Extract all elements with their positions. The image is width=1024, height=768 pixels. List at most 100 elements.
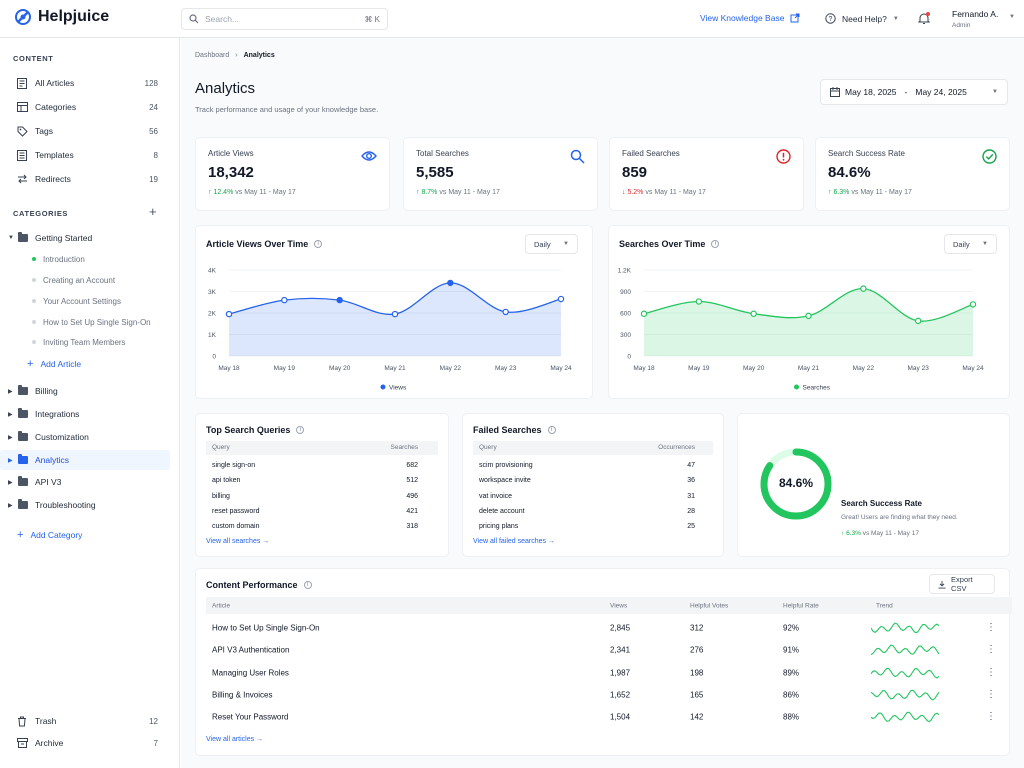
- table-row[interactable]: custom domain 318: [206, 521, 438, 535]
- bell-icon: [917, 12, 931, 24]
- data-point[interactable]: [336, 296, 343, 304]
- add-article-link[interactable]: + Add Article: [27, 358, 81, 370]
- col-count: Searches: [390, 444, 418, 451]
- info-icon[interactable]: i: [303, 581, 312, 589]
- table-row[interactable]: API V3 Authentication 2,341 276 91% ⋮: [206, 639, 1012, 661]
- sidebar-item-tags[interactable]: Tags 56: [0, 121, 170, 141]
- article-cell[interactable]: Billing & Invoices: [212, 690, 273, 700]
- data-point[interactable]: [281, 296, 288, 304]
- info-icon[interactable]: i: [296, 426, 305, 434]
- category-analytics[interactable]: ▶ Analytics: [0, 450, 170, 470]
- data-point[interactable]: [805, 312, 812, 320]
- user-menu[interactable]: Fernando A. Admin: [952, 9, 998, 29]
- data-point[interactable]: [860, 285, 867, 292]
- sidebar-item-redirects[interactable]: Redirects 19: [0, 169, 170, 189]
- sidebar-item-categories[interactable]: Categories 24: [0, 97, 170, 117]
- data-point[interactable]: [695, 298, 703, 305]
- search-input[interactable]: Search... ⌘ K: [181, 8, 388, 30]
- kpi-period: vs May 11 - May 17: [235, 189, 296, 196]
- table-row[interactable]: vat invoice 31: [473, 491, 713, 505]
- more-options-icon[interactable]: ⋮: [986, 622, 996, 633]
- category-getting-started[interactable]: ▼ Getting Started: [0, 229, 170, 247]
- sub-item-creating-account[interactable]: Creating an Account: [0, 271, 170, 289]
- info-icon[interactable]: i: [547, 426, 556, 434]
- category-troubleshooting[interactable]: ▶ Troubleshooting: [0, 496, 170, 514]
- table-row[interactable]: delete account 28: [473, 506, 713, 520]
- notifications-button[interactable]: [917, 12, 931, 30]
- sub-item-account-settings[interactable]: Your Account Settings: [0, 292, 170, 310]
- table-row[interactable]: single sign-on 682: [206, 460, 438, 474]
- info-icon[interactable]: i: [711, 240, 720, 248]
- category-api-v3[interactable]: ▶ API V3: [0, 473, 170, 491]
- article-cell[interactable]: Reset Your Password: [212, 712, 289, 722]
- sub-item-introduction[interactable]: Introduction: [0, 250, 170, 268]
- view-all-articles-link[interactable]: View all articles →: [206, 736, 263, 743]
- more-options-icon[interactable]: ⋮: [986, 711, 996, 723]
- article-cell[interactable]: Managing User Roles: [212, 668, 289, 678]
- data-point[interactable]: [225, 310, 233, 318]
- more-options-icon[interactable]: ⋮: [986, 688, 996, 700]
- sidebar-item-archive[interactable]: Archive 7: [0, 733, 170, 753]
- table-row[interactable]: How to Set Up Single Sign-On 2,845 312 92% ⋮: [206, 617, 1012, 639]
- searches-chart: 0 300 600 900 1.2K May 18 May 19 May 20 May 21 Ma…: [618, 268, 984, 392]
- count-cell: 512: [406, 477, 418, 485]
- data-point[interactable]: [640, 310, 648, 317]
- table-row[interactable]: reset password 421: [206, 506, 438, 520]
- add-category-plus-icon[interactable]: +: [149, 204, 157, 219]
- view-all-searches-link[interactable]: View all searches →: [206, 538, 269, 545]
- article-cell[interactable]: API V3 Authentication: [212, 645, 290, 655]
- date-range-picker[interactable]: May 18, 2025 - May 24, 2025 ▼: [820, 79, 1008, 105]
- table-row[interactable]: pricing plans 25: [473, 521, 713, 535]
- x-tick-label: May 23: [908, 365, 930, 372]
- category-customization[interactable]: ▶ Customization: [0, 428, 170, 446]
- add-category-link[interactable]: + Add Category: [17, 529, 82, 541]
- sidebar-item-trash[interactable]: Trash 12: [0, 711, 170, 731]
- table-row[interactable]: scim provisioning 47: [473, 460, 713, 474]
- sidebar-item-all-articles[interactable]: All Articles 128: [0, 73, 170, 93]
- user-menu-chevron-icon[interactable]: ▼: [1009, 14, 1015, 20]
- query-cell: delete account: [479, 507, 525, 515]
- data-point[interactable]: [447, 279, 454, 287]
- kpi-change-value: 5.2%: [627, 189, 644, 196]
- data-point[interactable]: [969, 301, 977, 308]
- col-query: Query: [479, 444, 497, 451]
- article-cell[interactable]: How to Set Up Single Sign-On: [212, 623, 320, 633]
- category-billing[interactable]: ▶ Billing: [0, 382, 170, 400]
- view-all-failed-searches-link[interactable]: View all failed searches →: [473, 538, 555, 545]
- searches-period-dropdown[interactable]: Daily ▼: [944, 234, 997, 254]
- search-success-rate-card: 84.6% Search Success Rate Great! Users a…: [737, 413, 1010, 557]
- table-row[interactable]: workspace invite 36: [473, 475, 713, 489]
- category-integrations[interactable]: ▶ Integrations: [0, 405, 170, 423]
- y-tick-label: 600: [620, 311, 631, 318]
- data-point[interactable]: [502, 308, 509, 316]
- data-point[interactable]: [557, 295, 565, 303]
- kpi-value: 5,585: [416, 164, 454, 181]
- table-row[interactable]: Managing User Roles 1,987 198 89% ⋮: [206, 662, 1012, 684]
- more-options-icon[interactable]: ⋮: [986, 666, 996, 678]
- data-point[interactable]: [914, 317, 922, 325]
- sub-item-sso[interactable]: How to Set Up Single Sign-On: [0, 313, 170, 331]
- chart-title: Searches Over Time i: [619, 239, 720, 249]
- sidebar-item-templates[interactable]: Templates 8: [0, 145, 170, 165]
- add-category-label: Add Category: [30, 530, 83, 540]
- trend-sparkline: [871, 711, 940, 723]
- need-help-menu[interactable]: ? Need Help? ▼: [825, 13, 899, 24]
- table-row[interactable]: billing 496: [206, 491, 438, 505]
- y-tick-label: 0: [212, 354, 216, 361]
- export-csv-button[interactable]: Export CSV: [929, 574, 995, 594]
- more-options-icon[interactable]: ⋮: [986, 644, 996, 656]
- breadcrumb-dashboard[interactable]: Dashboard: [195, 52, 230, 59]
- chart-title-text: Searches Over Time: [619, 239, 706, 249]
- table-row[interactable]: api token 512: [206, 475, 438, 489]
- data-point[interactable]: [391, 310, 399, 318]
- sub-item-inviting[interactable]: Inviting Team Members: [0, 333, 170, 351]
- trash-icon: [16, 715, 28, 727]
- logo[interactable]: Helpjuice: [14, 8, 109, 26]
- kpi-label: Article Views: [208, 149, 254, 158]
- info-icon[interactable]: i: [314, 240, 323, 248]
- table-row[interactable]: Reset Your Password 1,504 142 88% ⋮: [206, 706, 1012, 728]
- data-point[interactable]: [750, 310, 757, 317]
- table-row[interactable]: Billing & Invoices 1,652 165 86% ⋮: [206, 684, 1012, 706]
- view-knowledge-base-link[interactable]: View Knowledge Base: [700, 13, 800, 23]
- views-period-dropdown[interactable]: Daily ▼: [525, 234, 578, 254]
